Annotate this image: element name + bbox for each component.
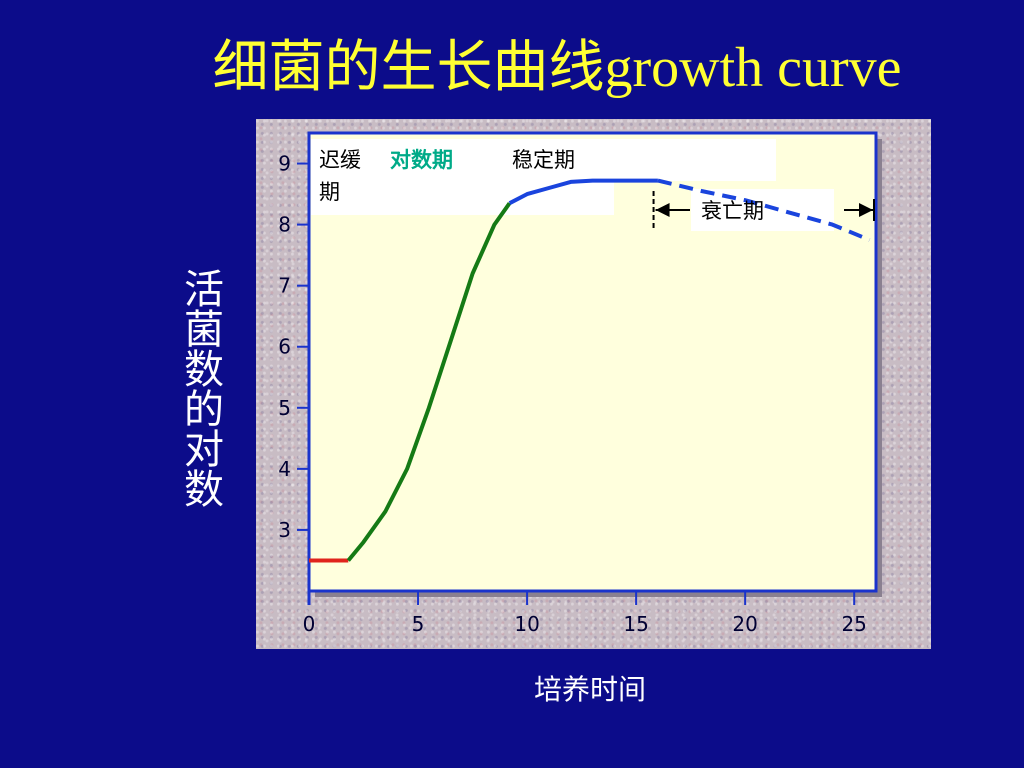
lag-phase-label-line1: 迟缓 bbox=[319, 148, 361, 172]
death-phase-label: 衰亡期 bbox=[701, 199, 764, 223]
stationary-phase-label: 稳定期 bbox=[512, 148, 575, 172]
x-tick-label: 25 bbox=[841, 612, 866, 636]
y-tick-label: 3 bbox=[278, 518, 291, 542]
slide-title: 细菌的生长曲线growth curve bbox=[0, 32, 1024, 104]
death-arrow-right-head bbox=[859, 203, 873, 217]
x-axis-label: 培养时间 bbox=[533, 673, 646, 706]
series-3-line bbox=[508, 178, 658, 205]
x-tick-label: 0 bbox=[303, 612, 316, 636]
y-tick-label: 8 bbox=[278, 213, 291, 237]
y-tick-label: 6 bbox=[278, 335, 291, 359]
y-tick-label: 7 bbox=[278, 274, 291, 298]
y-axis-label: 活菌数的对数 bbox=[177, 268, 223, 508]
growth-curve-chart: 3 4 5 6 7 8 9 0 5 10 15 20 25 bbox=[278, 131, 882, 636]
y-tick-label: 5 bbox=[278, 396, 291, 420]
death-label-box bbox=[691, 189, 834, 231]
series-4-line bbox=[657, 178, 871, 242]
x-tick-label: 5 bbox=[412, 612, 425, 636]
phase-label-box-bottom bbox=[311, 181, 614, 215]
x-tick-label: 15 bbox=[623, 612, 648, 636]
y-tick-label: 9 bbox=[278, 152, 291, 176]
lag-phase-label-line2: 期 bbox=[319, 180, 340, 204]
x-tick-label: 20 bbox=[732, 612, 757, 636]
title-chinese: 细菌的生长曲线 bbox=[212, 35, 605, 100]
log-phase-label: 对数期 bbox=[390, 148, 453, 172]
phase-label-box-top bbox=[311, 139, 776, 181]
y-tick-label: 4 bbox=[278, 457, 291, 481]
series-2-line bbox=[346, 202, 512, 562]
death-arrow-left-head bbox=[655, 203, 670, 217]
x-tick-label: 10 bbox=[514, 612, 539, 636]
chart-frame: 3 4 5 6 7 8 9 0 5 10 15 20 25 迟缓 期 对数期 稳定期 衰亡期 bbox=[256, 119, 931, 649]
title-english: growth curve bbox=[604, 37, 902, 99]
